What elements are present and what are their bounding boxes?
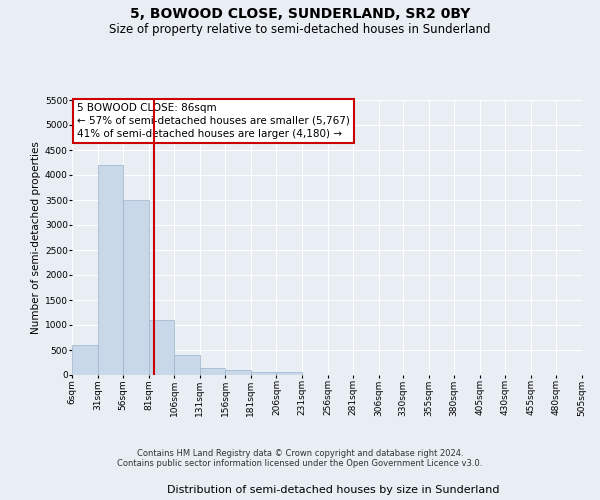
Text: Contains HM Land Registry data © Crown copyright and database right 2024.: Contains HM Land Registry data © Crown c… [137,448,463,458]
Text: Contains public sector information licensed under the Open Government Licence v3: Contains public sector information licen… [118,458,482,468]
Y-axis label: Number of semi-detached properties: Number of semi-detached properties [31,141,41,334]
Text: Distribution of semi-detached houses by size in Sunderland: Distribution of semi-detached houses by … [167,485,499,495]
Bar [98,165,123,375]
Bar [72,345,98,375]
Text: 5, BOWOOD CLOSE, SUNDERLAND, SR2 0BY: 5, BOWOOD CLOSE, SUNDERLAND, SR2 0BY [130,8,470,22]
Bar [277,372,302,375]
Bar [174,355,200,375]
Bar [123,200,149,375]
Bar [200,368,226,375]
Text: 5 BOWOOD CLOSE: 86sqm
← 57% of semi-detached houses are smaller (5,767)
41% of s: 5 BOWOOD CLOSE: 86sqm ← 57% of semi-deta… [77,103,350,139]
Bar [251,372,277,375]
Text: Size of property relative to semi-detached houses in Sunderland: Size of property relative to semi-detach… [109,22,491,36]
Bar [226,370,251,375]
Bar [149,320,174,375]
